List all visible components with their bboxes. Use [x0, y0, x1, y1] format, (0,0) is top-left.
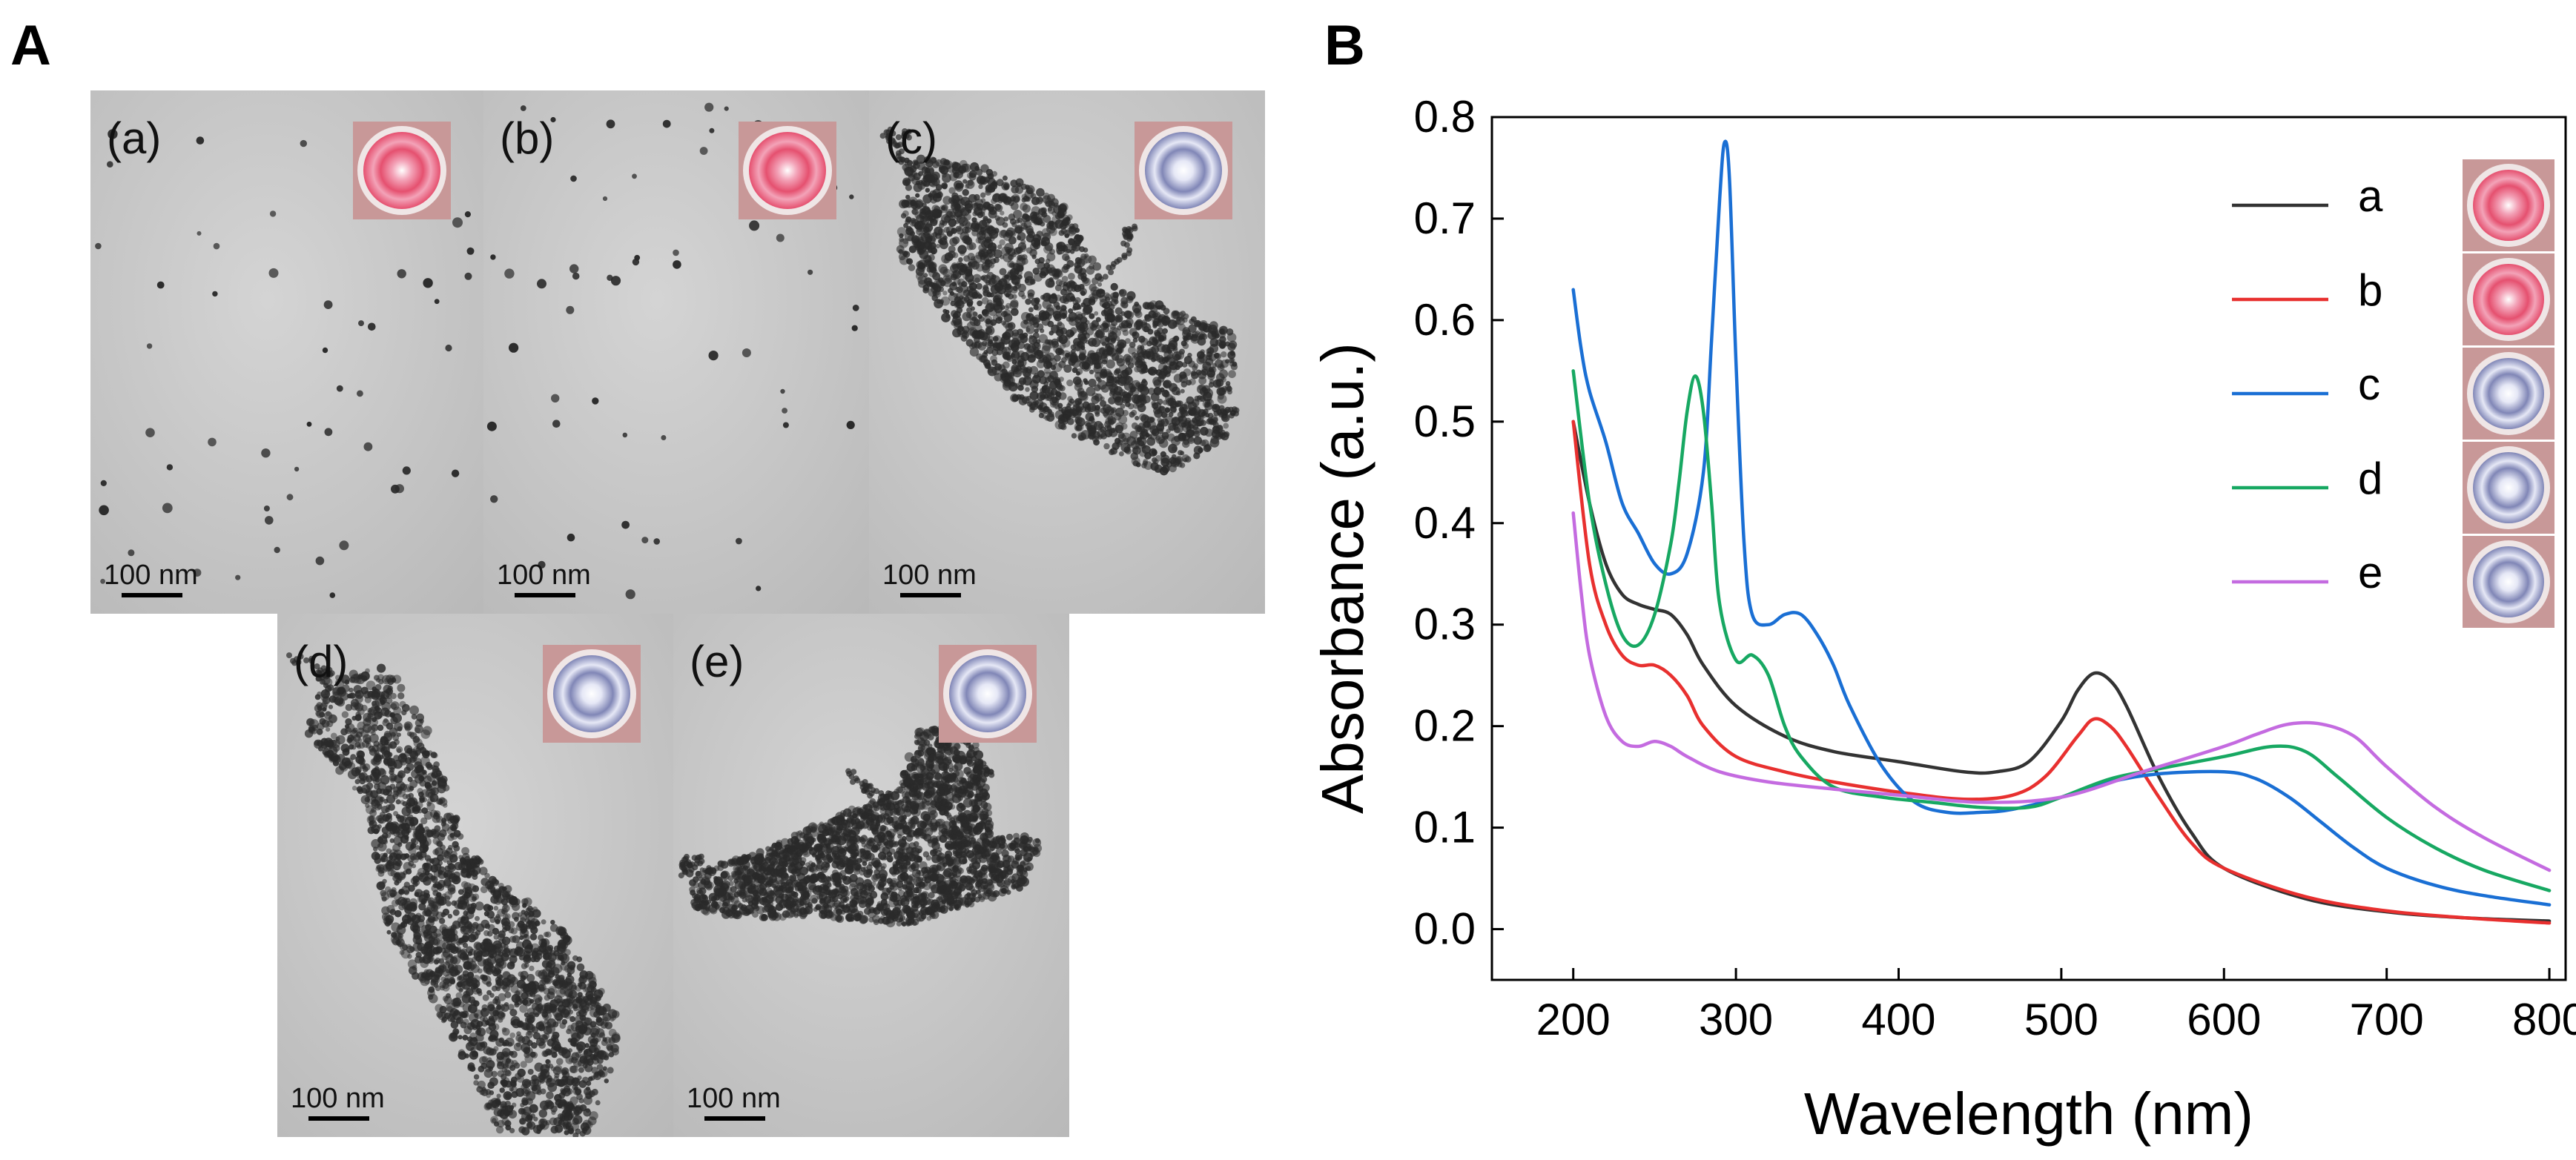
- x-tick-label: 700: [2350, 995, 2424, 1044]
- tem-image-c: (c) 100 nm: [869, 90, 1265, 614]
- y-tick-label: 0.0: [1414, 904, 1476, 954]
- series-line-d: [1571, 369, 2552, 892]
- x-tick-label: 500: [2024, 995, 2098, 1044]
- y-tick-label: 0.8: [1414, 92, 1476, 142]
- y-tick-label: 0.6: [1414, 295, 1476, 345]
- legend-label-d: d: [2358, 454, 2382, 503]
- series-line-e: [1571, 511, 2552, 872]
- y-tick-label: 0.2: [1414, 701, 1476, 751]
- tem-label: (b): [500, 113, 555, 163]
- plot-frame: [1490, 116, 2567, 981]
- scale-bar: [704, 1116, 765, 1121]
- vial-inset: [543, 645, 641, 743]
- legend-label-b: b: [2358, 265, 2382, 315]
- legend-label-c: c: [2358, 359, 2380, 409]
- tem-micrograph: [869, 90, 1265, 614]
- red-vial-icon: [2463, 253, 2554, 345]
- y-tick-label: 0.3: [1414, 600, 1476, 649]
- y-tick-label: 0.7: [1414, 193, 1476, 243]
- blue-vial-icon: [2463, 348, 2554, 440]
- scale-bar: [515, 593, 575, 597]
- series-line-b: [1571, 420, 2552, 925]
- blue-vial-icon: [2463, 536, 2554, 628]
- y-tick-label: 0.5: [1414, 397, 1476, 446]
- red-vial-icon: [739, 122, 836, 219]
- x-axis-label: Wavelength (nm): [1804, 1081, 2253, 1147]
- tem-label: (c): [885, 113, 937, 163]
- scale-label: 100 nm: [104, 560, 198, 591]
- tem-label: (d): [294, 637, 349, 686]
- blue-vial-icon: [2463, 442, 2554, 534]
- tem-image-e: (e) 100 nm: [673, 614, 1069, 1137]
- scale-bar: [900, 593, 961, 597]
- tem-image-b: (b) 100 nm: [483, 90, 869, 614]
- x-tick-label: 800: [2512, 995, 2576, 1044]
- blue-vial-icon: [543, 645, 641, 743]
- red-vial-icon: [2463, 159, 2554, 251]
- y-tick-label: 0.4: [1414, 498, 1476, 548]
- y-axis-label: Absorbance (a.u.): [1310, 342, 1375, 814]
- scale-label: 100 nm: [687, 1083, 781, 1114]
- series-line-a: [1571, 420, 2552, 923]
- x-tick-label: 600: [2187, 995, 2261, 1044]
- vial-inset: [739, 122, 836, 219]
- vial-inset: [353, 122, 451, 219]
- tem-image-d: (d) 100 nm: [277, 614, 673, 1137]
- scale-label: 100 nm: [291, 1083, 385, 1114]
- blue-vial-icon: [1135, 122, 1232, 219]
- scale-label: 100 nm: [882, 560, 977, 591]
- absorbance-chart: 200 300 400 500 600 700 800 0.0 0.1 0.2 0.3 0.4 0.5 0…: [1310, 92, 2576, 1147]
- vial-inset: [939, 645, 1037, 743]
- panel-label-a: A: [10, 14, 51, 77]
- tem-label: (a): [107, 113, 162, 163]
- tem-image-a: (a) 100 nm: [90, 90, 483, 614]
- blue-vial-icon: [939, 645, 1037, 743]
- tem-label: (e): [690, 637, 744, 686]
- tem-micrograph: [673, 614, 1069, 1137]
- x-tick-label: 200: [1536, 995, 1611, 1044]
- scale-bar: [122, 593, 182, 597]
- legend-label-e: e: [2358, 548, 2382, 597]
- x-tick-label: 300: [1699, 995, 1773, 1044]
- vial-inset: [1135, 122, 1232, 219]
- panel-label-b: B: [1324, 14, 1365, 77]
- y-tick-label: 0.1: [1414, 803, 1476, 852]
- red-vial-icon: [353, 122, 451, 219]
- x-tick-label: 400: [1861, 995, 1935, 1044]
- legend-label-a: a: [2358, 171, 2383, 221]
- scale-bar: [308, 1116, 369, 1121]
- scale-label: 100 nm: [497, 560, 591, 591]
- series-line-c: [1571, 139, 2552, 907]
